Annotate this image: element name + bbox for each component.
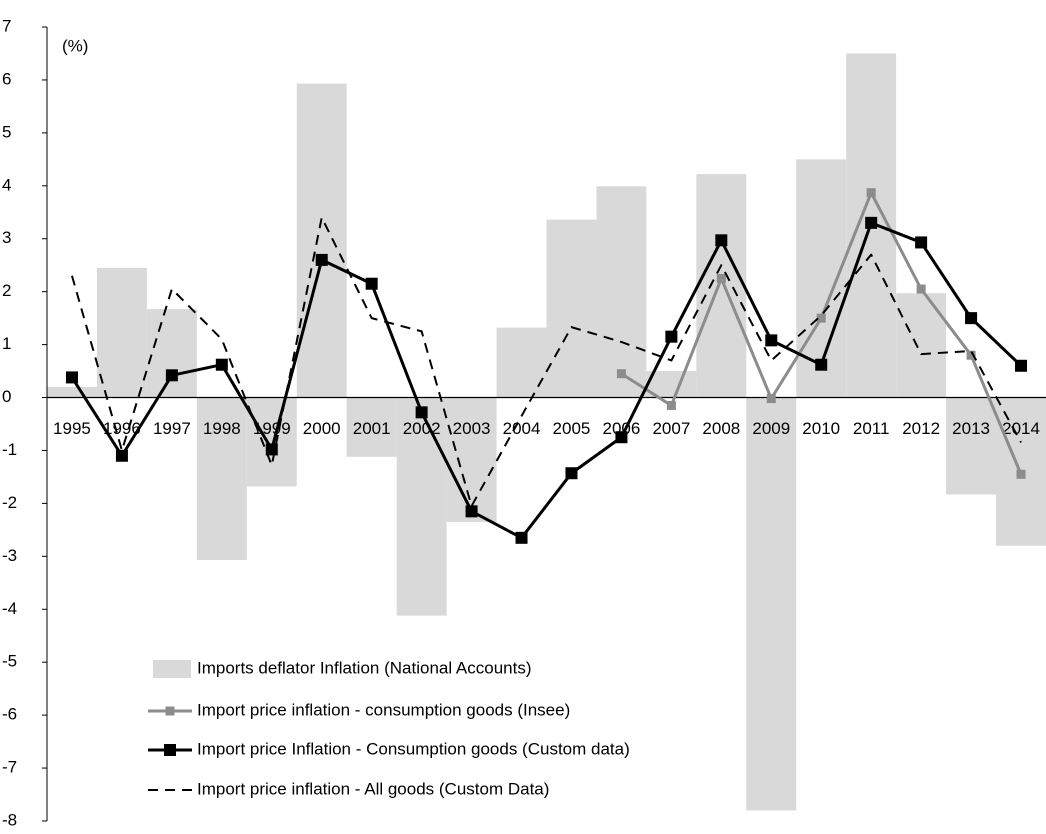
x-tick-label: 2013 (952, 419, 990, 438)
y-tick-label: -4 (2, 599, 17, 618)
marker (215, 358, 228, 371)
marker (915, 236, 928, 249)
bar (296, 83, 347, 398)
legend-marker (165, 706, 175, 716)
bar (596, 186, 647, 398)
bar (396, 397, 447, 616)
y-tick-label: -2 (2, 493, 17, 512)
line (70, 221, 1023, 540)
bar (746, 397, 797, 811)
legend-label: Import price Inflation - Consumption goo… (197, 739, 630, 758)
bar (946, 397, 997, 495)
marker (666, 400, 676, 410)
x-tick-label: 2001 (353, 419, 391, 438)
x-tick-label: 1995 (53, 419, 91, 438)
marker (866, 188, 876, 198)
marker (965, 312, 978, 325)
bar (246, 397, 297, 487)
y-tick-label: -3 (2, 546, 17, 565)
legend-marker (164, 744, 176, 756)
legend-swatch (153, 660, 191, 678)
bar (47, 386, 97, 398)
marker (716, 273, 726, 283)
marker (1016, 469, 1026, 479)
y-tick-label: 5 (2, 122, 11, 141)
legend-label: Import price inflation - All goods (Cust… (197, 779, 549, 798)
y-tick-label: -7 (2, 758, 17, 777)
x-tick-label: 1996 (103, 419, 141, 438)
x-tick-label: 2010 (802, 419, 840, 438)
marker (465, 505, 478, 518)
marker (365, 277, 378, 290)
y-tick-label: 2 (2, 281, 11, 300)
marker (766, 394, 776, 404)
bar (96, 267, 147, 398)
marker (115, 449, 128, 462)
y-tick-label: -1 (2, 440, 17, 459)
y-tick-label: -6 (2, 705, 17, 724)
x-tick-label: 2008 (702, 419, 740, 438)
marker (615, 431, 628, 444)
marker (815, 358, 828, 371)
y-tick-label: -8 (2, 810, 17, 829)
x-tick-label: 1998 (203, 419, 241, 438)
marker (515, 531, 528, 544)
x-tick-label: 2012 (902, 419, 940, 438)
marker (865, 216, 878, 229)
y-tick-label: 4 (2, 175, 11, 194)
x-tick-label: 1997 (153, 419, 191, 438)
y-tick-label: -5 (2, 652, 17, 671)
x-tick-label: 2014 (1002, 419, 1040, 438)
bar (546, 219, 597, 398)
legend-label: Import price inflation - consumption goo… (197, 700, 570, 719)
y-tick-label: 6 (2, 69, 11, 88)
y-unit-label: (%) (62, 36, 88, 55)
marker (65, 371, 78, 384)
x-tick-label: 2011 (853, 419, 890, 438)
bar (346, 397, 397, 457)
bar (496, 327, 547, 398)
marker (715, 234, 728, 247)
x-tick-label: 2005 (553, 419, 591, 438)
marker (565, 467, 578, 480)
marker (966, 350, 976, 360)
y-tick-label: 0 (2, 387, 11, 406)
marker (165, 369, 178, 382)
x-tick-label: 2003 (453, 419, 491, 438)
y-tick-label: 3 (2, 228, 11, 247)
marker (616, 369, 626, 379)
y-tick-label: 7 (2, 16, 11, 35)
dashed-line (71, 216, 1022, 508)
marker (315, 253, 328, 266)
bar (446, 397, 497, 522)
legend-label: Imports deflator Inflation (National Acc… (197, 658, 532, 677)
marker (665, 330, 678, 343)
x-tick-label: 2002 (403, 419, 441, 438)
y-tick-label: 1 (2, 334, 11, 353)
x-tick-label: 2006 (603, 419, 641, 438)
x-tick-label: 2000 (303, 419, 341, 438)
x-tick-label: 2007 (652, 419, 690, 438)
marker (1015, 359, 1028, 372)
marker (415, 406, 428, 419)
marker (916, 284, 926, 294)
x-tick-label: 2009 (752, 419, 790, 438)
bar (696, 174, 747, 398)
bar (146, 309, 197, 398)
bar (196, 397, 247, 561)
x-tick-label: 2004 (503, 419, 541, 438)
bar (896, 293, 947, 398)
marker (816, 313, 826, 323)
marker (765, 334, 778, 347)
